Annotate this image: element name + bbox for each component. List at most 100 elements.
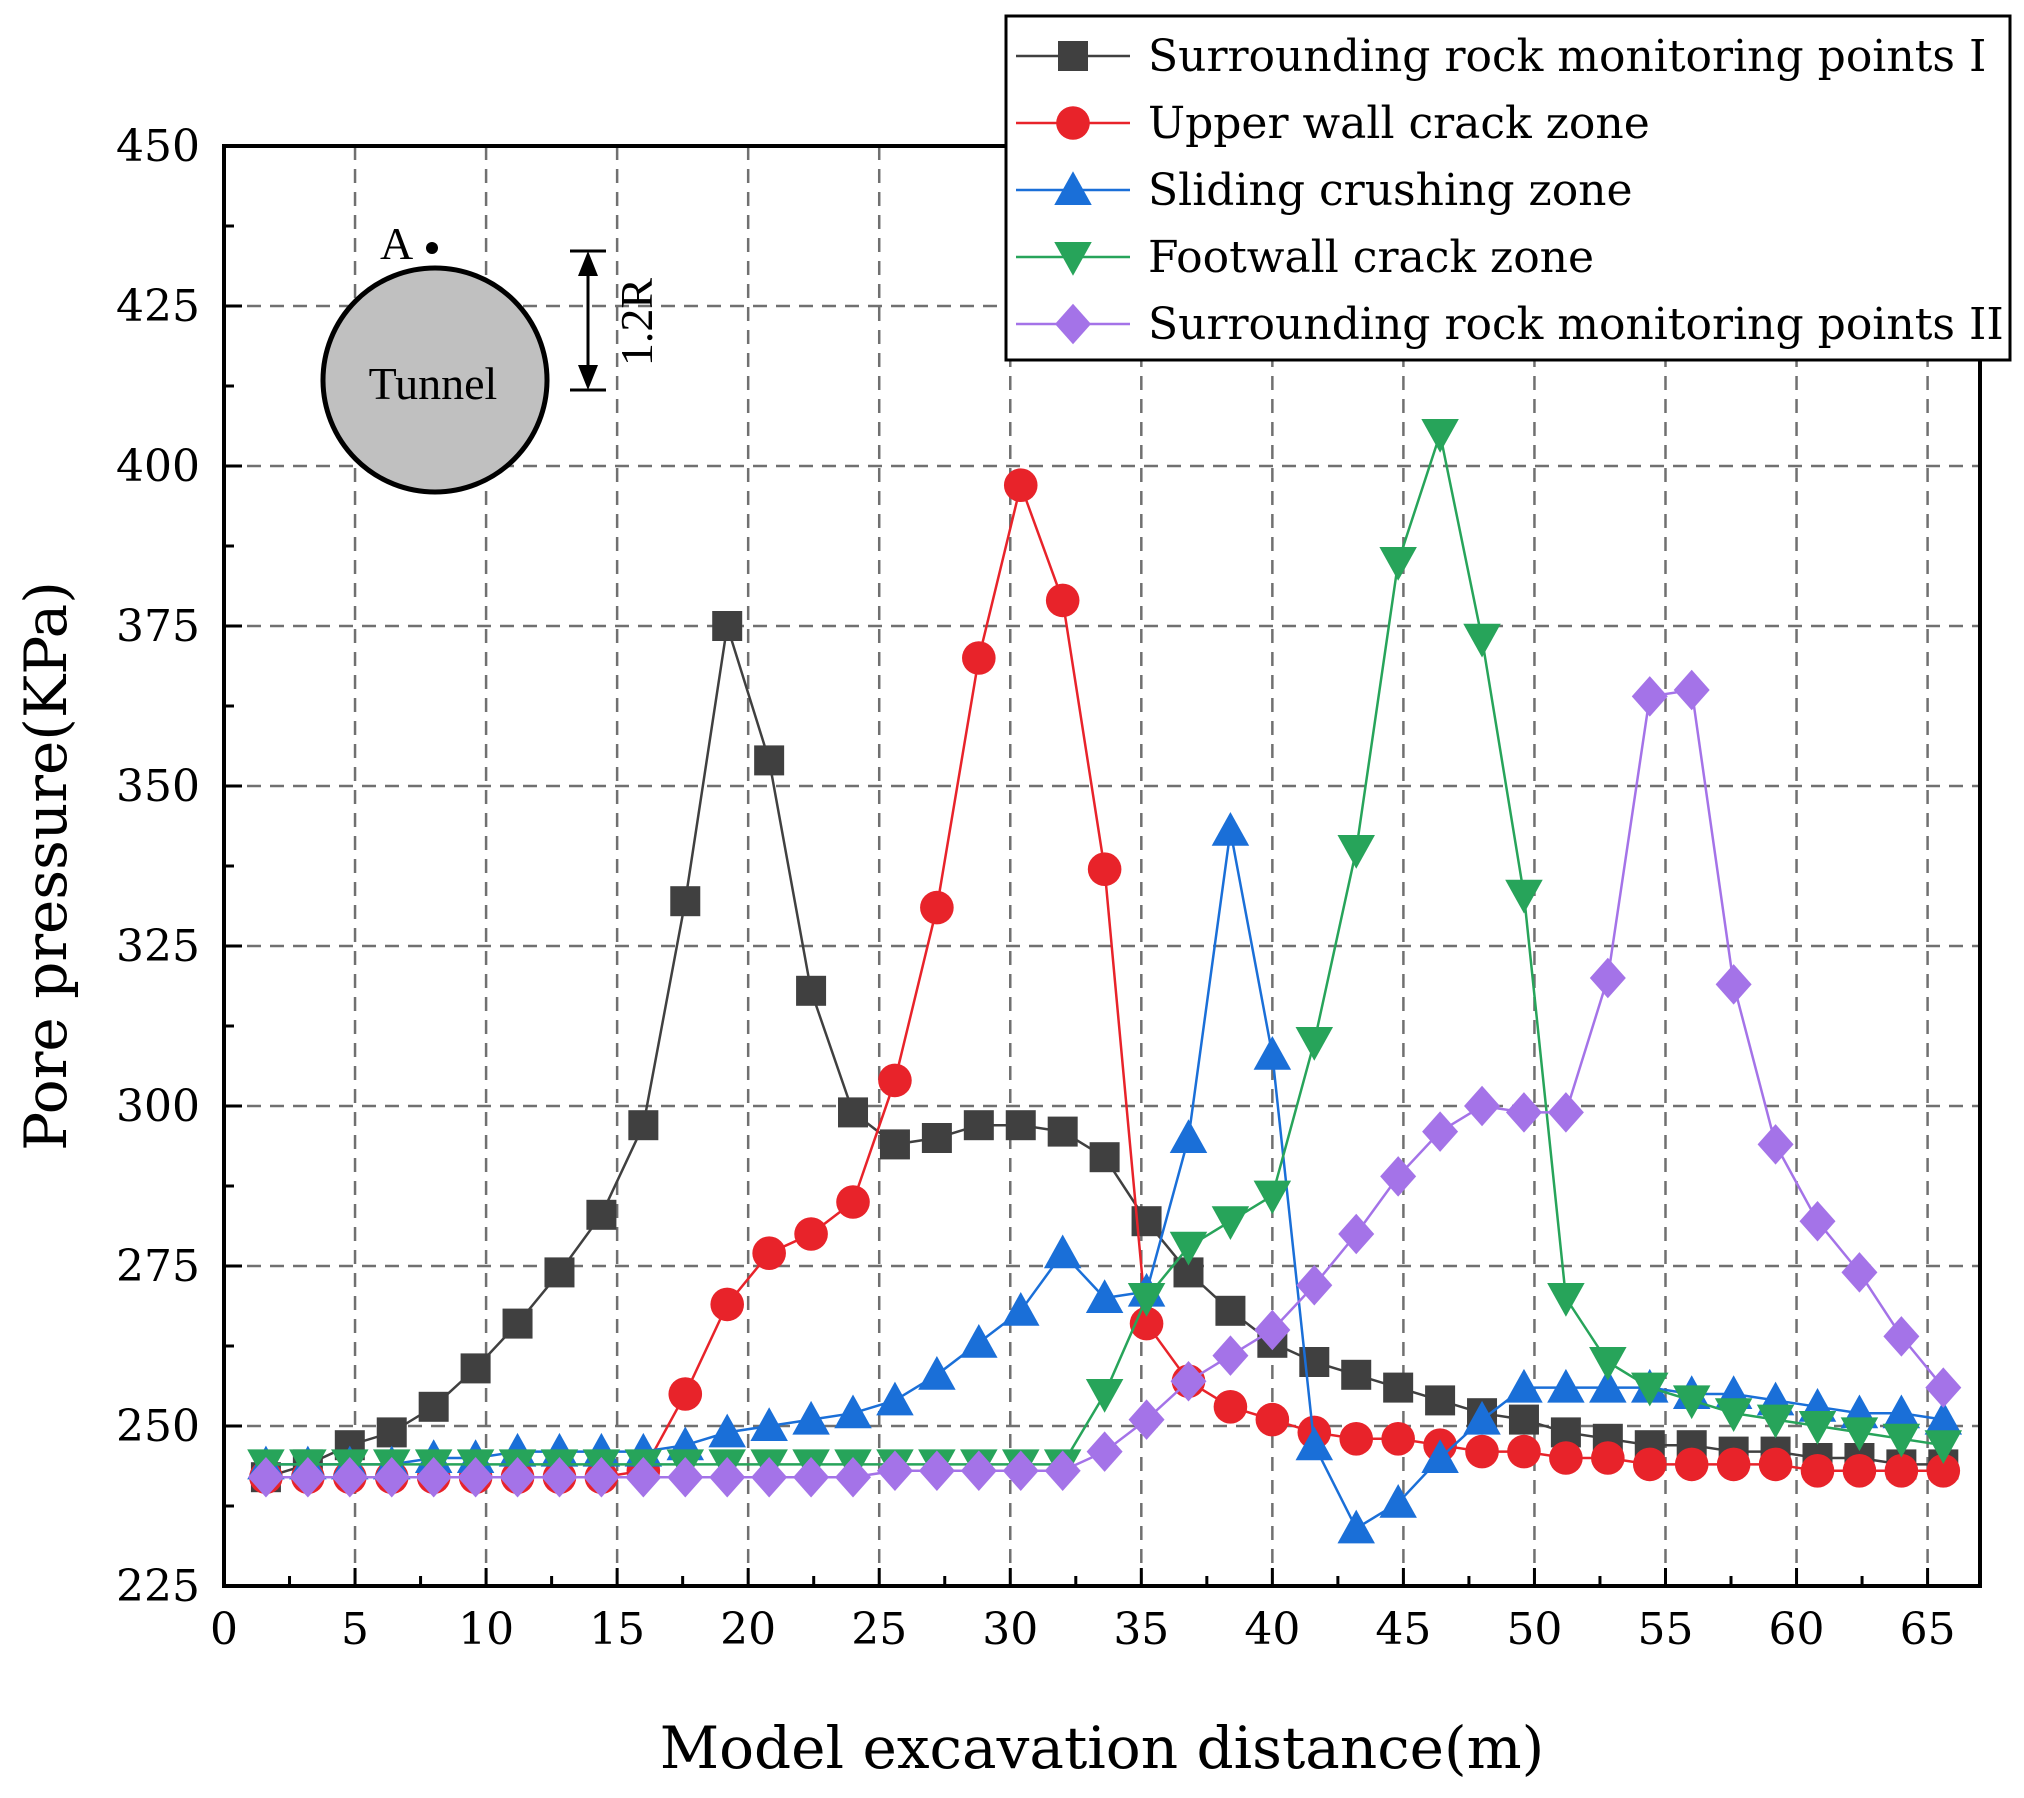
data-point	[1589, 1347, 1627, 1381]
data-point	[838, 1097, 869, 1128]
y-tick-label: 275	[116, 1241, 200, 1292]
data-point	[1295, 1426, 1334, 1461]
series-layer	[247, 419, 1963, 1544]
data-point	[1425, 1385, 1456, 1416]
y-tick-label: 225	[116, 1561, 200, 1612]
data-point	[583, 1456, 620, 1498]
legend-marker	[1055, 303, 1091, 345]
x-tick-label: 45	[1375, 1604, 1431, 1655]
data-point	[1338, 1213, 1375, 1255]
data-point	[1253, 1036, 1292, 1070]
data-point	[1716, 1447, 1751, 1482]
data-point	[1337, 1509, 1375, 1544]
data-point	[499, 1456, 536, 1498]
data-point	[1002, 1292, 1040, 1326]
data-point	[918, 1450, 955, 1492]
data-point	[876, 1381, 914, 1416]
data-point	[1672, 1385, 1711, 1420]
data-point	[1421, 1439, 1459, 1473]
data-point	[1254, 1309, 1291, 1351]
data-point	[373, 1456, 410, 1498]
data-point	[415, 1456, 452, 1498]
legend-marker	[1058, 41, 1088, 71]
legend-item-5: Surrounding rock monitoring points II	[1016, 299, 2004, 350]
data-point	[628, 1110, 659, 1141]
data-point	[502, 1308, 533, 1339]
tunnel-circle	[320, 265, 550, 495]
legend: Surrounding rock monitoring points I Uppe…	[1004, 14, 2012, 362]
data-point	[625, 1456, 662, 1498]
data-point	[835, 1456, 872, 1498]
data-point	[1044, 1450, 1081, 1492]
data-point	[1169, 1231, 1208, 1266]
data-point	[1631, 1372, 1669, 1407]
y-tick-label: 450	[116, 121, 200, 172]
data-point	[1381, 1422, 1415, 1456]
legend-item-2: Upper wall crack zone	[1016, 98, 1650, 149]
data-point	[1589, 1368, 1627, 1403]
data-point	[1798, 1411, 1837, 1445]
data-point	[668, 1377, 703, 1411]
legend-marker	[1056, 106, 1090, 140]
data-point	[1589, 957, 1626, 999]
data-point	[667, 1456, 704, 1498]
x-tick-label: 5	[341, 1604, 369, 1655]
legend-label: Sliding crushing zone	[1148, 165, 1633, 216]
data-point	[1212, 1335, 1249, 1376]
legend-label: Footwall crack zone	[1148, 232, 1594, 283]
legend-item-1: Surrounding rock monitoring points I	[1016, 31, 1986, 82]
legend-label: Surrounding rock monitoring points II	[1148, 299, 2004, 350]
data-point	[1213, 1390, 1248, 1424]
data-point	[1924, 1430, 1963, 1464]
data-point	[1003, 468, 1038, 503]
data-point	[544, 1257, 575, 1288]
data-point	[1841, 1252, 1878, 1293]
data-point	[1757, 1124, 1794, 1165]
data-point	[960, 1450, 997, 1492]
data-point	[1547, 1368, 1585, 1403]
data-point	[1296, 1264, 1333, 1306]
y-tick-label: 325	[116, 921, 200, 972]
legend-label: Surrounding rock monitoring points I	[1148, 31, 1986, 82]
data-point	[1882, 1423, 1921, 1458]
y-axis-title: Pore pressure(KPa)	[12, 581, 80, 1151]
data-point	[751, 1456, 788, 1498]
legend-label: Upper wall crack zone	[1148, 98, 1650, 149]
data-point	[878, 1063, 912, 1098]
data-point	[754, 745, 785, 776]
data-point	[712, 611, 743, 641]
data-point	[1045, 583, 1080, 618]
data-point	[1127, 1283, 1166, 1317]
series-5	[247, 669, 1962, 1498]
legend-item-3: Sliding crushing zone	[1016, 165, 1633, 216]
y-tick-label: 350	[116, 761, 200, 812]
data-point	[289, 1456, 326, 1498]
data-point	[710, 1287, 745, 1322]
data-point	[1211, 812, 1250, 846]
data-point	[376, 1417, 407, 1448]
data-point	[794, 1217, 828, 1251]
data-point	[879, 1129, 910, 1160]
y-tick-label: 400	[116, 441, 200, 492]
legend-box	[1004, 14, 2012, 362]
data-point	[962, 641, 996, 675]
data-point	[460, 1353, 491, 1384]
y-tick-label: 375	[116, 601, 200, 652]
data-point	[709, 1456, 746, 1498]
data-point	[1882, 1394, 1921, 1429]
y-tick-label: 250	[116, 1401, 200, 1452]
data-point	[1756, 1404, 1795, 1439]
data-point	[1883, 1316, 1920, 1357]
data-point	[1005, 1110, 1036, 1141]
monitoring-point-label: A	[380, 218, 413, 269]
tunnel-inset: Tunnel A 1.2R	[320, 218, 662, 495]
data-point	[1089, 1142, 1120, 1173]
y-tick-label: 425	[116, 281, 200, 332]
data-point	[1464, 1085, 1501, 1127]
data-point	[1379, 1484, 1417, 1518]
data-point	[1715, 964, 1752, 1005]
data-point	[1549, 1441, 1583, 1475]
legend-items: Surrounding rock monitoring points I Uppe…	[1016, 31, 2004, 350]
data-point	[960, 1324, 998, 1358]
